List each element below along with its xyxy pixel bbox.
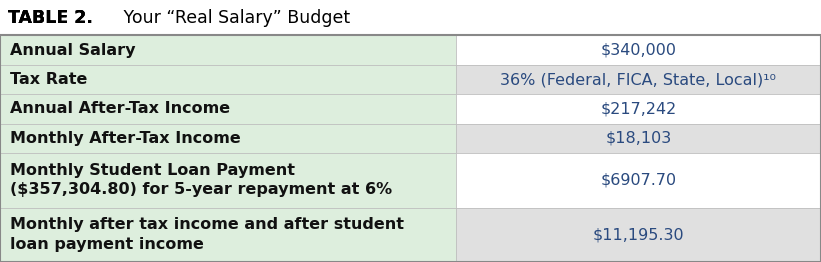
Text: Your “Real Salary” Budget: Your “Real Salary” Budget <box>117 9 350 27</box>
Bar <box>456 124 821 153</box>
Text: Monthly After-Tax Income: Monthly After-Tax Income <box>10 131 241 146</box>
Bar <box>0 65 456 94</box>
Bar <box>456 208 821 262</box>
Text: 36% (Federal, FICA, State, Local)¹⁰: 36% (Federal, FICA, State, Local)¹⁰ <box>500 72 777 87</box>
Text: Monthly Student Loan Payment
($357,304.80) for 5-year repayment at 6%: Monthly Student Loan Payment ($357,304.8… <box>10 163 392 197</box>
Text: Annual After-Tax Income: Annual After-Tax Income <box>10 101 230 116</box>
Bar <box>456 153 821 208</box>
Bar <box>456 35 821 65</box>
Bar <box>456 94 821 124</box>
Bar <box>0 124 456 153</box>
Text: $340,000: $340,000 <box>600 43 677 58</box>
Text: TABLE 2.: TABLE 2. <box>8 9 93 27</box>
Bar <box>0 153 456 208</box>
Text: Tax Rate: Tax Rate <box>10 72 87 87</box>
Text: Annual Salary: Annual Salary <box>10 43 135 58</box>
Bar <box>456 65 821 94</box>
Text: $11,195.30: $11,195.30 <box>593 227 684 242</box>
Text: $217,242: $217,242 <box>600 101 677 116</box>
Bar <box>0 208 456 262</box>
Text: $18,103: $18,103 <box>605 131 672 146</box>
Text: TABLE 2.: TABLE 2. <box>8 9 93 27</box>
Bar <box>0 35 456 65</box>
Text: $6907.70: $6907.70 <box>600 173 677 188</box>
Text: Monthly after tax income and after student
loan payment income: Monthly after tax income and after stude… <box>10 217 404 252</box>
Bar <box>0 35 821 262</box>
Text: TABLE 2.: TABLE 2. <box>8 9 93 27</box>
Bar <box>0 94 456 124</box>
